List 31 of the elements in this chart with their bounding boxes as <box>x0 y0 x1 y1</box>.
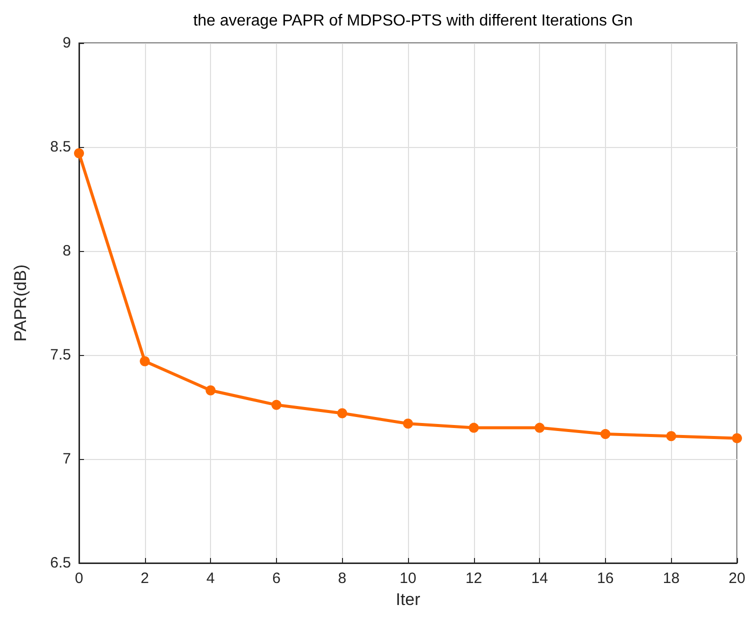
x-tick-label: 8 <box>338 570 346 587</box>
y-axis-title: PAPR(dB) <box>11 264 30 342</box>
x-tick-label: 16 <box>597 570 614 587</box>
x-tick-label: 20 <box>728 570 746 587</box>
point <box>666 431 676 442</box>
point <box>468 422 479 433</box>
point <box>140 356 150 366</box>
y-tick-label: 7 <box>62 450 71 468</box>
x-tick-label: 12 <box>465 570 482 587</box>
point <box>600 429 610 440</box>
y-tick-label: 7.5 <box>50 346 71 364</box>
point <box>337 408 348 418</box>
point <box>74 148 84 158</box>
x-tick-label: 2 <box>140 570 149 587</box>
point <box>534 422 545 433</box>
y-tick-label: 9 <box>62 34 71 52</box>
y-tick-label: 8 <box>62 242 71 260</box>
point <box>206 385 216 396</box>
point <box>732 433 742 444</box>
point <box>403 418 413 429</box>
point <box>271 400 282 410</box>
x-tick-label: 18 <box>662 570 680 587</box>
x-tick-label: 6 <box>272 570 281 587</box>
x-tick-label: 0 <box>74 570 84 587</box>
x-tick-label: 4 <box>206 570 215 587</box>
chart-title: the average PAPR of MDPSO-PTS with different Iterations Gn <box>193 12 633 30</box>
y-tick-label: 6.5 <box>50 554 71 572</box>
x-axis-title: Iter <box>396 590 421 609</box>
y-tick-label: 8.5 <box>50 138 71 156</box>
x-tick-label: 10 <box>400 570 416 587</box>
x-tick-label: 14 <box>531 570 548 587</box>
